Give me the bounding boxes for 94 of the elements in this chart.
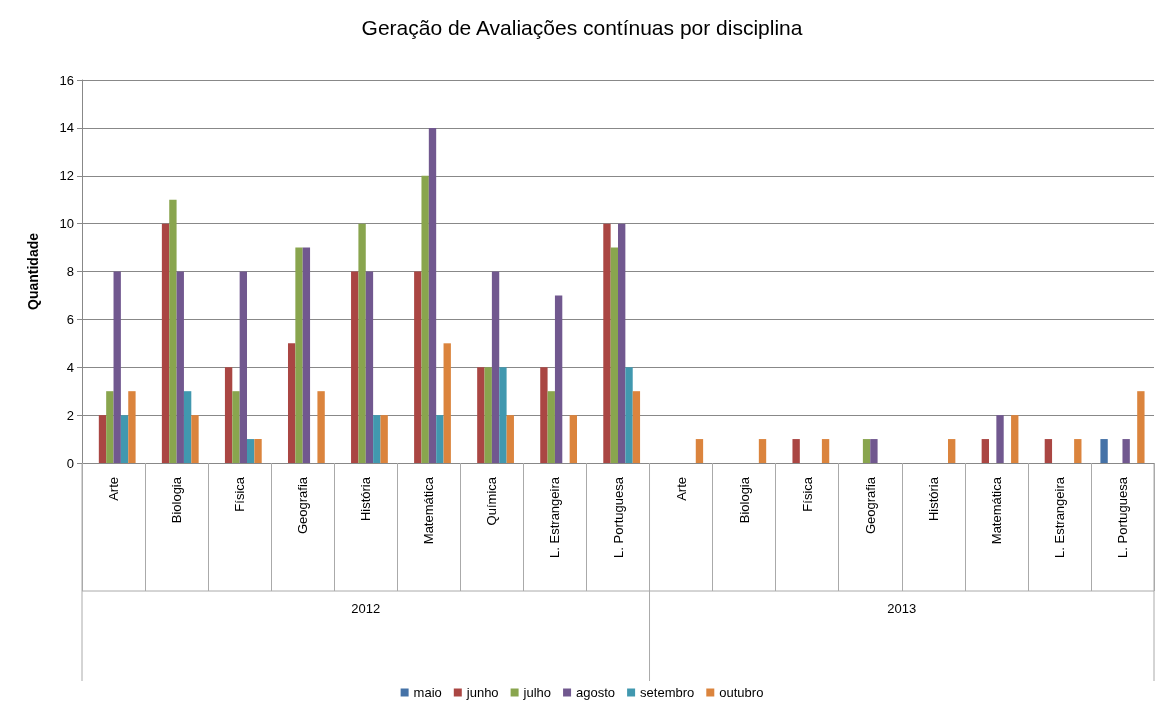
x-tick-label: L. Portuguesa xyxy=(610,476,626,558)
bar xyxy=(191,415,199,463)
legend-label: outubro xyxy=(719,685,764,700)
x-tick-label: Matemática xyxy=(988,476,1004,545)
bar xyxy=(365,271,374,463)
y-tick-label: 10 xyxy=(59,216,74,232)
bar xyxy=(120,415,129,463)
bar xyxy=(821,439,830,463)
x-tick-label: Arte xyxy=(106,477,122,501)
bar xyxy=(161,223,170,463)
x-tick-label: História xyxy=(925,476,941,522)
legend-label: julho xyxy=(522,685,552,700)
bar xyxy=(373,415,381,463)
x-tick-label: L. Estrangeira xyxy=(547,476,563,558)
bar xyxy=(603,223,611,463)
bar xyxy=(421,175,429,463)
bar xyxy=(506,415,514,463)
bar xyxy=(758,439,767,463)
bar xyxy=(351,271,359,463)
x-tick-label: Física xyxy=(799,476,815,512)
bar xyxy=(499,367,507,463)
bar xyxy=(618,223,626,463)
bar xyxy=(287,343,296,463)
legend-label: maio xyxy=(413,685,442,700)
bar xyxy=(632,391,641,463)
bar xyxy=(625,367,633,463)
legend-label: junho xyxy=(465,685,499,700)
bar xyxy=(870,439,878,463)
y-tick-label: 12 xyxy=(59,168,74,184)
bar xyxy=(317,391,325,463)
bar xyxy=(554,295,563,463)
x-tick-label: Biologia xyxy=(736,476,752,524)
bar xyxy=(113,271,121,463)
bar xyxy=(948,439,956,463)
y-tick-label: 8 xyxy=(66,264,74,279)
bar xyxy=(477,367,485,463)
bar xyxy=(98,415,107,463)
bar xyxy=(239,271,247,463)
bar xyxy=(540,367,548,463)
legend-label: agosto xyxy=(576,685,616,700)
legend-label: setembro xyxy=(640,685,695,700)
bar xyxy=(232,391,240,463)
y-tick-label: 2 xyxy=(66,407,74,423)
bar xyxy=(610,247,618,463)
bar xyxy=(183,391,192,463)
bar xyxy=(695,439,704,463)
bar xyxy=(380,415,388,463)
bar xyxy=(443,343,451,463)
y-tick-label: 14 xyxy=(59,120,74,136)
y-tick-label: 4 xyxy=(66,359,74,375)
bar xyxy=(128,391,136,463)
bar xyxy=(436,415,444,463)
bar xyxy=(295,247,303,463)
bar xyxy=(547,391,555,463)
bar xyxy=(1044,439,1053,463)
x-tick-label: L. Estrangeira xyxy=(1051,476,1067,558)
bar xyxy=(176,271,184,463)
bar xyxy=(224,367,233,463)
text: 2012 xyxy=(351,600,381,616)
text: 2013 xyxy=(887,600,917,616)
bar xyxy=(1100,439,1108,463)
bar xyxy=(981,439,989,463)
x-tick-label: Arte xyxy=(673,477,689,501)
chart-title: Geração de Avaliações contínuas por disciplina xyxy=(361,16,803,39)
bar xyxy=(302,247,311,463)
y-tick-label: 0 xyxy=(66,455,74,471)
bar xyxy=(491,271,500,463)
bar xyxy=(428,127,437,463)
x-tick-label: Geografia xyxy=(862,476,878,535)
bar xyxy=(1074,439,1082,463)
bar xyxy=(247,439,255,463)
bar xyxy=(1011,415,1019,463)
bar xyxy=(996,415,1004,463)
bar xyxy=(358,223,366,463)
bar xyxy=(484,367,492,463)
bar xyxy=(792,439,800,463)
bar xyxy=(1137,391,1145,463)
x-tick-label: L. Portuguesa xyxy=(1114,476,1130,558)
bar xyxy=(1122,439,1130,463)
y-axis-title: Quantidade xyxy=(25,232,41,311)
bar xyxy=(414,271,422,463)
bar xyxy=(106,391,114,463)
bar xyxy=(169,199,177,463)
x-tick-label: Física xyxy=(232,476,248,512)
bar xyxy=(569,415,578,463)
x-tick-label: Biologia xyxy=(169,476,185,524)
bar xyxy=(862,439,871,463)
y-tick-label: 6 xyxy=(66,311,74,327)
y-tick-label: 16 xyxy=(59,72,74,88)
x-tick-label: Química xyxy=(484,476,500,526)
x-tick-label: Matemática xyxy=(421,476,437,545)
bar xyxy=(254,439,262,463)
x-tick-label: Geografia xyxy=(295,476,311,535)
x-tick-label: História xyxy=(358,476,374,522)
